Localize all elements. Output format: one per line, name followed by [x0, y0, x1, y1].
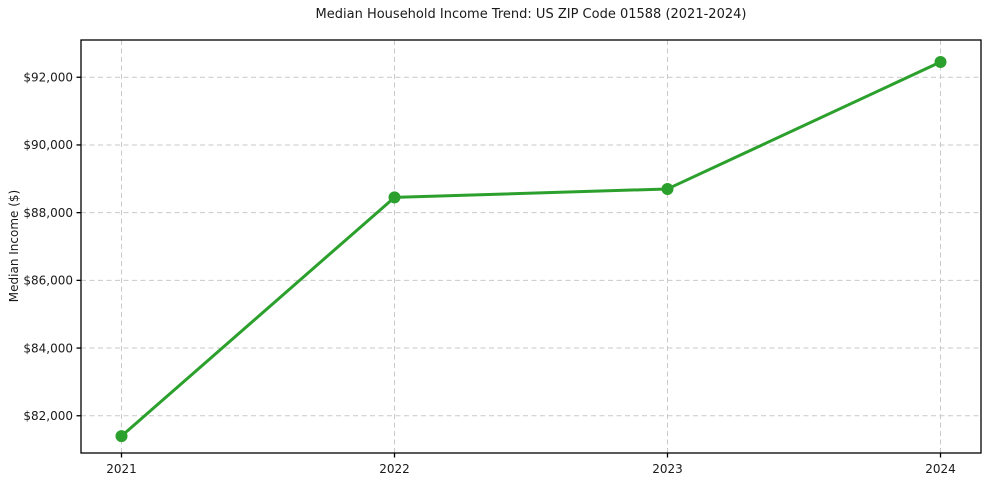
y-tick-label: $88,000	[23, 206, 73, 220]
data-point	[388, 191, 401, 204]
data-point	[661, 182, 674, 195]
x-tick-label: 2021	[106, 462, 137, 476]
y-tick-label: $86,000	[23, 274, 73, 288]
x-tick-label: 2023	[652, 462, 683, 476]
data-point	[934, 56, 947, 69]
trend-line	[120, 60, 942, 438]
x-tick-label: 2024	[925, 462, 956, 476]
x-tick-label: 2022	[379, 462, 410, 476]
y-tick-label: $90,000	[23, 138, 73, 152]
y-tick-label: $84,000	[23, 341, 73, 355]
y-tick-label: $92,000	[23, 70, 73, 84]
chart-title: Median Household Income Trend: US ZIP Co…	[315, 7, 747, 22]
y-tick-label: $82,000	[23, 409, 73, 423]
plot-border	[80, 39, 982, 454]
data-point	[115, 430, 128, 443]
